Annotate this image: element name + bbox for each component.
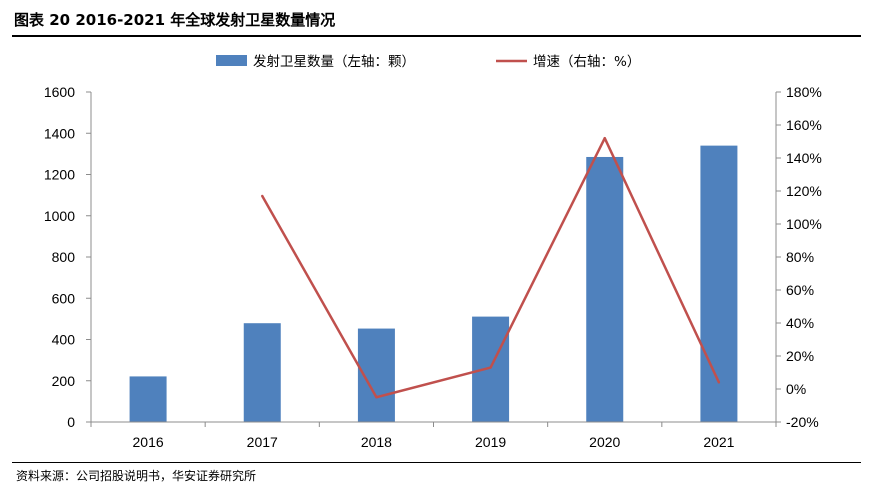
legend-bar-swatch bbox=[216, 55, 247, 66]
x-tick-label: 2017 bbox=[247, 434, 278, 450]
growth-point-2021 bbox=[717, 381, 721, 384]
left-tick-label: 1000 bbox=[44, 208, 75, 224]
left-tick-label: 0 bbox=[67, 414, 75, 430]
right-tick-label: 160% bbox=[786, 117, 822, 133]
bar-2019 bbox=[472, 316, 510, 422]
right-tick-label: 20% bbox=[786, 348, 814, 364]
legend: 发射卫星数量（左轴：颗） 增速（右轴：%） bbox=[216, 54, 640, 70]
bottom-rule bbox=[12, 462, 861, 463]
right-tick-label: 0% bbox=[786, 381, 806, 397]
left-tick-label: 1400 bbox=[44, 125, 75, 141]
right-tick-label: -20% bbox=[786, 414, 819, 430]
growth-point-2017 bbox=[261, 194, 264, 198]
growth-point-2020 bbox=[603, 137, 606, 140]
left-tick-label: 1600 bbox=[44, 84, 75, 100]
bar-2021 bbox=[700, 145, 738, 422]
legend-line-label: 增速（右轴：%） bbox=[533, 54, 640, 70]
x-tick-label: 2016 bbox=[133, 434, 164, 450]
x-tick-label: 2020 bbox=[589, 434, 620, 450]
bar-2017 bbox=[243, 323, 281, 422]
source-note: 资料来源：公司招股说明书，华安证券研究所 bbox=[16, 469, 257, 483]
right-tick-label: 40% bbox=[786, 315, 814, 331]
legend-bar-label: 发射卫星数量（左轴：颗） bbox=[253, 54, 415, 70]
left-tick-label: 800 bbox=[52, 249, 76, 265]
bar-2016 bbox=[129, 376, 167, 422]
axes: 0 200 400 600 800 1000 1200 1400 1600 -20% 0% 20% 40… bbox=[44, 84, 822, 450]
top-rule bbox=[12, 35, 861, 37]
left-tick-label: 400 bbox=[52, 332, 76, 348]
right-tick-label: 80% bbox=[786, 249, 814, 265]
growth-line-series bbox=[261, 136, 721, 399]
right-tick-label: 180% bbox=[786, 84, 822, 100]
x-tick-label: 2021 bbox=[703, 434, 734, 450]
chart-title: 图表 20 2016-2021 年全球发射卫星数量情况 bbox=[14, 11, 336, 29]
right-tick-label: 100% bbox=[786, 216, 822, 232]
x-tick-label: 2019 bbox=[475, 434, 506, 450]
growth-point-2018 bbox=[375, 396, 378, 399]
left-tick-label: 200 bbox=[52, 373, 76, 389]
bar-series bbox=[129, 145, 738, 422]
right-tick-label: 60% bbox=[786, 282, 814, 298]
x-tick-label: 2018 bbox=[361, 434, 392, 450]
right-tick-label: 120% bbox=[786, 183, 822, 199]
right-tick-label: 140% bbox=[786, 150, 822, 166]
growth-point-2019 bbox=[489, 366, 492, 369]
left-tick-label: 600 bbox=[52, 290, 76, 306]
bar-2020 bbox=[586, 156, 624, 422]
left-tick-label: 1200 bbox=[44, 167, 75, 183]
